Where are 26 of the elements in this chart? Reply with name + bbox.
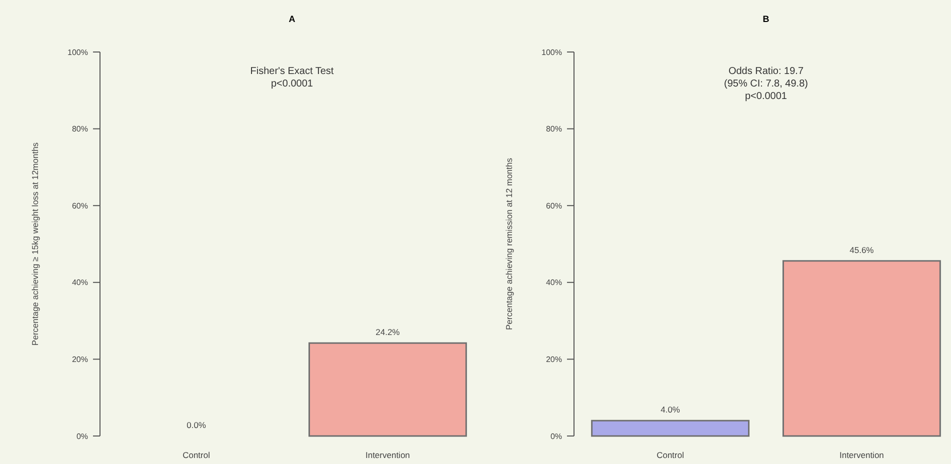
annotation: Odds Ratio: 19.7 (95% CI: 7.8, 49.8) p<0.0001	[724, 66, 808, 102]
y-axis-title: Percentage achieving remission at 12 months	[504, 158, 514, 330]
y-tick-label: 100%	[68, 48, 88, 57]
data-label: 0.0%	[186, 420, 206, 430]
annotation: Fisher's Exact Test p<0.0001	[250, 66, 334, 90]
y-tick-label: 40%	[546, 278, 562, 288]
y-tick-label: 20%	[546, 355, 562, 364]
y-tick-label: 0%	[76, 432, 88, 441]
y-tick-label: 0%	[550, 432, 562, 441]
data-label: 45.6%	[850, 244, 874, 255]
chart-title: B	[762, 14, 770, 24]
x-tick-label: Control	[656, 450, 684, 460]
x-tick-label: Intervention	[365, 450, 410, 460]
data-label: 24.2%	[376, 327, 400, 338]
data-label: 4.0%	[660, 404, 680, 415]
y-tick-label: 40%	[72, 278, 88, 288]
y-tick-label: 60%	[72, 201, 88, 210]
x-tick-label: Control	[182, 450, 210, 460]
y-tick-label: 100%	[542, 48, 562, 57]
x-tick-label: Intervention	[839, 450, 884, 460]
y-tick-label: 20%	[72, 355, 88, 364]
y-tick-label: 60%	[546, 201, 562, 210]
chart-title: A	[288, 14, 296, 24]
y-tick-label: 80%	[72, 124, 88, 134]
y-tick-label: 80%	[546, 124, 562, 134]
y-axis-title: Percentage achieving ≥ 15kg weight loss at 12months	[30, 142, 40, 346]
